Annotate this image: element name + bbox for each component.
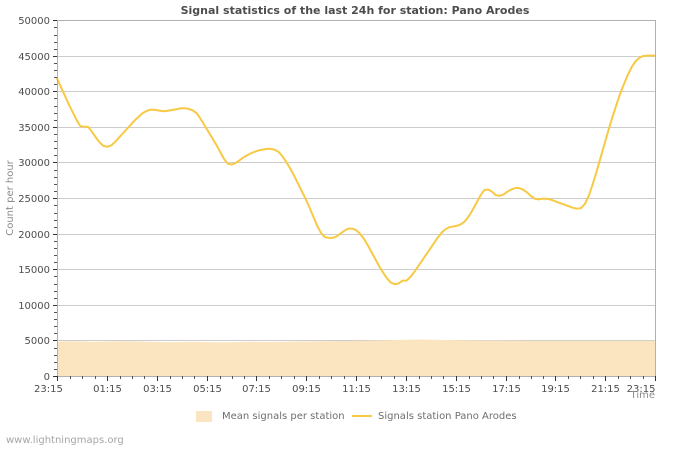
page-title: Signal statistics of the last 24h for st…	[181, 4, 530, 17]
y-tick-label: 10000	[18, 301, 50, 312]
mean-band-area	[57, 339, 655, 376]
x-tick-label: 13:15	[392, 384, 421, 395]
y-tick-label: 0	[44, 372, 50, 383]
signals-series-line	[56, 54, 656, 286]
y-tick-label: 45000	[18, 52, 50, 63]
x-tick-label: 15:15	[442, 384, 471, 395]
x-tick-label: 21:15	[591, 384, 620, 395]
x-tick-label: 07:15	[242, 384, 271, 395]
y-tick-label: 30000	[18, 158, 50, 169]
y-tick-label: 35000	[18, 123, 50, 134]
x-tick-label: 23:15	[627, 384, 656, 395]
y-axis-label: Count per hour	[5, 159, 16, 235]
mean-signals-band	[57, 339, 655, 376]
legend-item[interactable]: Signals station Pano Arodes	[352, 411, 517, 422]
y-tick-label: 5000	[25, 336, 50, 347]
x-tick-label: 23:15	[34, 384, 63, 395]
legend-label: Signals station Pano Arodes	[378, 411, 517, 422]
y-tick-label: 25000	[18, 194, 50, 205]
x-tick-label: 03:15	[143, 384, 172, 395]
watermark: www.lightningmaps.org	[6, 435, 124, 446]
x-tick-label: 11:15	[342, 384, 371, 395]
x-axis-label: Time	[630, 390, 655, 401]
legend-label: Mean signals per station	[222, 411, 345, 422]
legend-item[interactable]: Mean signals per station	[196, 411, 345, 422]
x-axis-ticks: 23:15 01:15 03:15 05:15 07:15 09:15 11:15 13:15…	[34, 376, 656, 395]
y-tick-label: 40000	[18, 87, 50, 98]
x-tick-label: 19:15	[541, 384, 570, 395]
x-tick-label: 05:15	[193, 384, 222, 395]
signals-line-path	[56, 54, 656, 286]
chart-legend: Mean signals per station Signals station …	[196, 411, 517, 422]
y-tick-label: 20000	[18, 230, 50, 241]
legend-swatch-icon	[196, 411, 212, 422]
x-tick-label: 01:15	[93, 384, 122, 395]
y-tick-label: 50000	[18, 16, 50, 27]
y-tick-label: 15000	[18, 265, 50, 276]
x-tick-label: 17:15	[492, 384, 521, 395]
y-axis-ticks: 0 5000 10000 15000 20000 25000 30000 35000 40000…	[18, 16, 57, 383]
x-tick-label: 09:15	[292, 384, 321, 395]
